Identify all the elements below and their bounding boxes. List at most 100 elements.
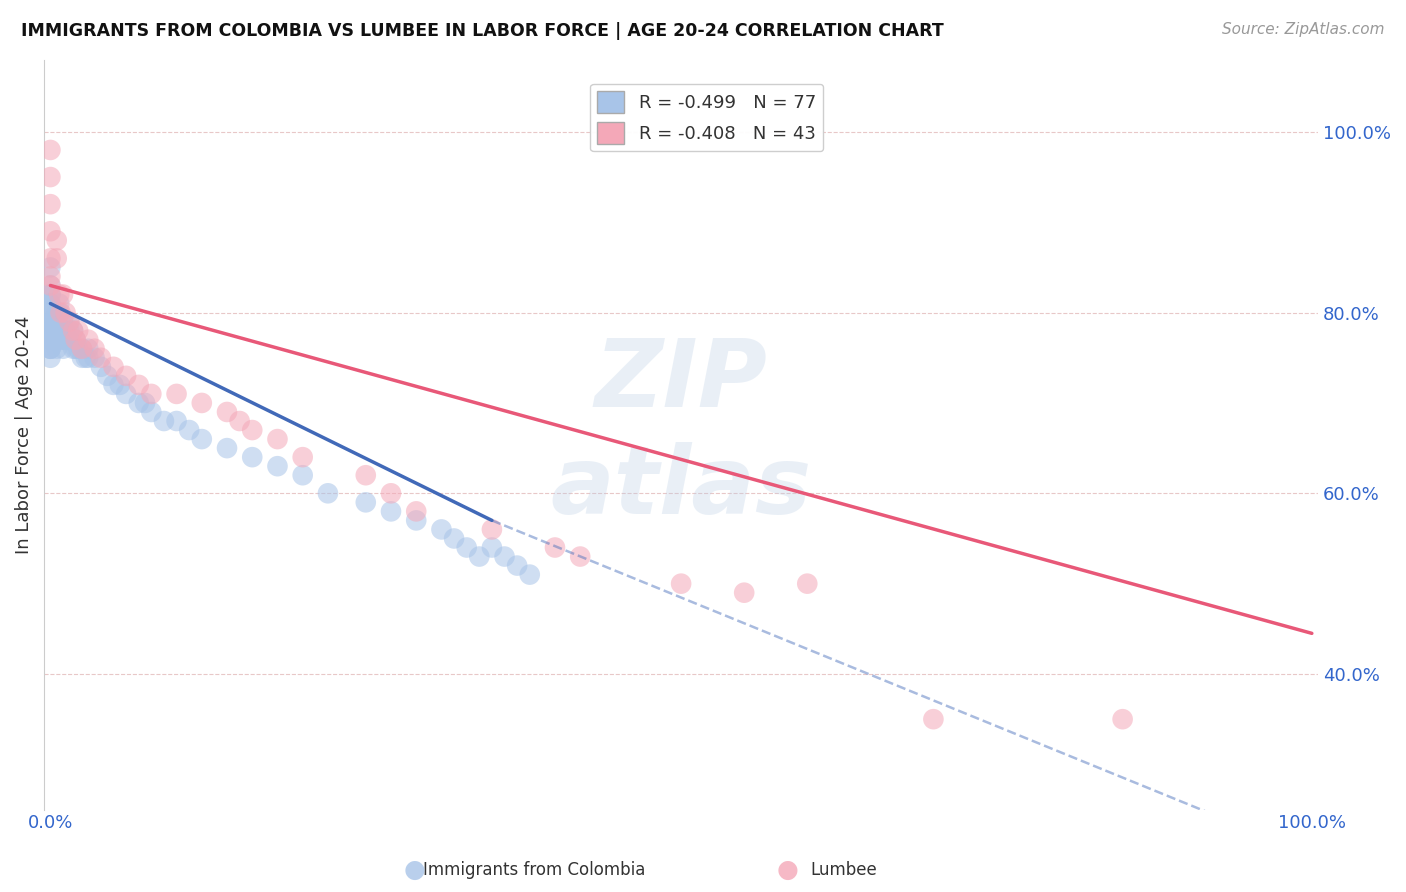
Point	[39, 333, 62, 347]
Point	[90, 359, 112, 374]
Point	[55, 324, 77, 338]
Point	[128, 377, 150, 392]
Point	[141, 405, 163, 419]
Point	[62, 324, 84, 338]
Point	[153, 414, 176, 428]
Point	[77, 333, 100, 347]
Point	[240, 423, 263, 437]
Point	[65, 333, 87, 347]
Point	[48, 296, 70, 310]
Point	[115, 368, 138, 383]
Point	[70, 342, 93, 356]
Point	[45, 333, 67, 347]
Point	[134, 396, 156, 410]
Point	[291, 468, 314, 483]
Point	[39, 324, 62, 338]
Point	[55, 305, 77, 319]
Point	[39, 269, 62, 284]
Text: Source: ZipAtlas.com: Source: ZipAtlas.com	[1222, 22, 1385, 37]
Point	[39, 278, 62, 293]
Point	[228, 414, 250, 428]
Point	[39, 224, 62, 238]
Point	[70, 351, 93, 365]
Point	[39, 351, 62, 365]
Point	[39, 342, 62, 356]
Point	[39, 287, 62, 301]
Point	[1111, 712, 1133, 726]
Point	[83, 351, 105, 365]
Point	[58, 333, 80, 347]
Text: ZIP
atlas: ZIP atlas	[551, 335, 811, 533]
Point	[39, 287, 62, 301]
Point	[405, 513, 427, 527]
Point	[45, 233, 67, 247]
Point	[96, 368, 118, 383]
Point	[519, 567, 541, 582]
Point	[62, 324, 84, 338]
Point	[215, 441, 238, 455]
Point	[67, 342, 90, 356]
Point	[481, 523, 503, 537]
Point	[39, 278, 62, 293]
Point	[39, 197, 62, 211]
Point	[39, 315, 62, 329]
Point	[494, 549, 516, 564]
Point	[45, 324, 67, 338]
Point	[45, 342, 67, 356]
Point	[481, 541, 503, 555]
Point	[191, 432, 214, 446]
Point	[316, 486, 339, 500]
Point	[52, 333, 75, 347]
Point	[39, 342, 62, 356]
Point	[45, 305, 67, 319]
Point	[77, 342, 100, 356]
Point	[39, 296, 62, 310]
Point	[48, 305, 70, 319]
Point	[569, 549, 592, 564]
Legend: R = -0.499   N = 77, R = -0.408   N = 43: R = -0.499 N = 77, R = -0.408 N = 43	[591, 84, 824, 151]
Point	[77, 351, 100, 365]
Point	[141, 387, 163, 401]
Point	[380, 504, 402, 518]
Point	[65, 342, 87, 356]
Point	[430, 523, 453, 537]
Point	[39, 296, 62, 310]
Point	[52, 315, 75, 329]
Point	[179, 423, 201, 437]
Text: Lumbee: Lumbee	[810, 861, 877, 879]
Point	[166, 414, 188, 428]
Point	[115, 387, 138, 401]
Point	[39, 342, 62, 356]
Point	[39, 169, 62, 184]
Point	[128, 396, 150, 410]
Point	[39, 305, 62, 319]
Point	[922, 712, 945, 726]
Point	[49, 333, 72, 347]
Point	[90, 351, 112, 365]
Point	[215, 405, 238, 419]
Point	[39, 324, 62, 338]
Point	[354, 468, 377, 483]
Point	[405, 504, 427, 518]
Point	[39, 315, 62, 329]
Point	[39, 260, 62, 275]
Point	[266, 459, 288, 474]
Point	[49, 324, 72, 338]
Point	[49, 305, 72, 319]
Point	[70, 342, 93, 356]
Point	[380, 486, 402, 500]
Point	[103, 377, 125, 392]
Point	[45, 252, 67, 266]
Point	[39, 333, 62, 347]
Point	[39, 305, 62, 319]
Point	[52, 287, 75, 301]
Point	[58, 324, 80, 338]
Text: ●: ●	[776, 858, 799, 881]
Point	[456, 541, 478, 555]
Text: Immigrants from Colombia: Immigrants from Colombia	[423, 861, 645, 879]
Point	[669, 576, 692, 591]
Point	[45, 315, 67, 329]
Point	[796, 576, 818, 591]
Point	[354, 495, 377, 509]
Point	[39, 324, 62, 338]
